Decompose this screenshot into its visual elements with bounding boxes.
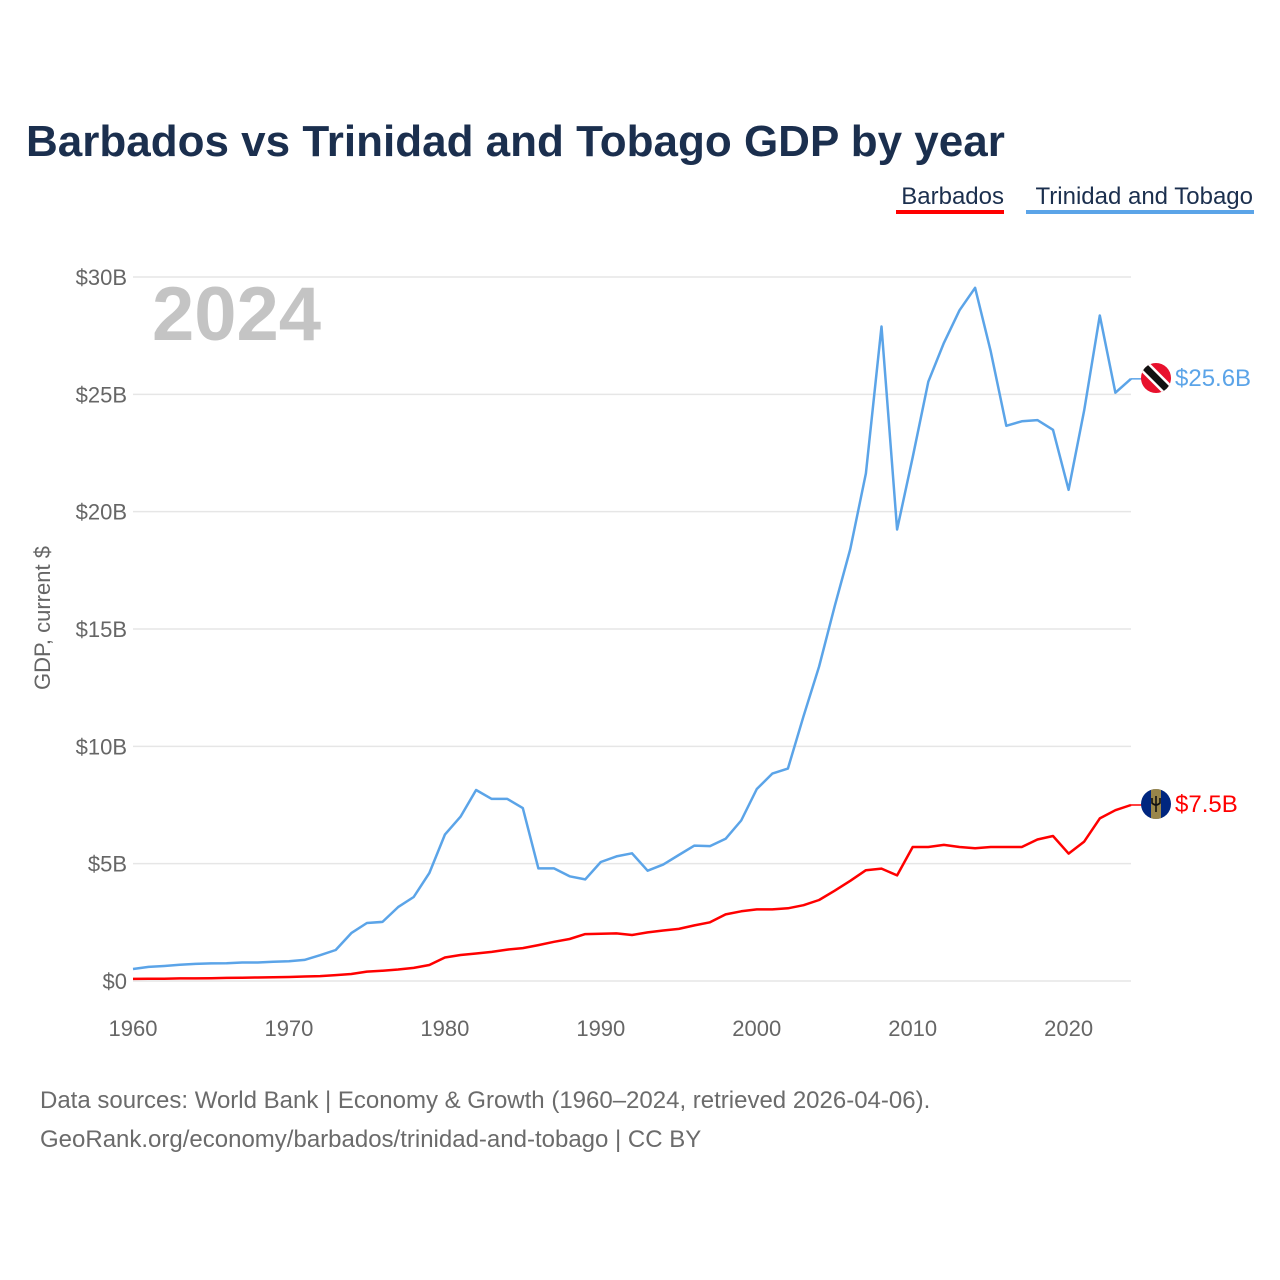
y-tick-label: $25B [76, 382, 127, 407]
y-tick-label: $15B [76, 617, 127, 642]
legend-barbados[interactable]: Barbados [901, 183, 1004, 210]
y-tick-label: $20B [76, 500, 127, 525]
series-line-barbados [132, 803, 1132, 981]
y-tick-label: $30B [76, 265, 127, 290]
legend-trinidad-swatch [1026, 210, 1254, 214]
x-axis: 1960 1970 1980 1990 2000 2010 2020 [109, 1016, 1094, 1041]
legend-barbados-swatch [896, 210, 1004, 214]
trinidad-and-tobago-flag-icon [1141, 363, 1171, 393]
series-line-trinidad-and-tobago [132, 286, 1132, 971]
trinidad-end-label: $25.6B [1175, 365, 1251, 392]
x-tick-label: 1960 [109, 1016, 158, 1041]
x-tick-label: 1980 [420, 1016, 469, 1041]
x-tick-label: 1970 [264, 1016, 313, 1041]
series-lines [132, 286, 1142, 981]
y-tick-label: $0 [103, 969, 127, 994]
barbados-flag-icon [1141, 789, 1171, 819]
y-axis-title: GDP, current $ [30, 546, 55, 690]
legend-trinidad[interactable]: Trinidad and Tobago [1036, 183, 1254, 210]
chart-title: Barbados vs Trinidad and Tobago GDP by y… [26, 117, 1005, 166]
x-tick-label: 2020 [1044, 1016, 1093, 1041]
barbados-end-label: $7.5B [1175, 791, 1238, 818]
footer-attribution[interactable]: GeoRank.org/economy/barbados/trinidad-an… [40, 1126, 701, 1153]
legend: Barbados Trinidad and Tobago [896, 183, 1254, 214]
x-tick-label: 1990 [576, 1016, 625, 1041]
y-axis: $0 $5B $10B $15B $20B $25B $30B [76, 265, 127, 994]
gridlines [133, 276, 1131, 982]
y-tick-label: $10B [76, 734, 127, 759]
current-year-label: 2024 [152, 272, 321, 357]
x-tick-label: 2000 [732, 1016, 781, 1041]
x-tick-label: 2010 [888, 1016, 937, 1041]
footer-sources: Data sources: World Bank | Economy & Gro… [40, 1087, 930, 1114]
y-tick-label: $5B [88, 852, 127, 877]
